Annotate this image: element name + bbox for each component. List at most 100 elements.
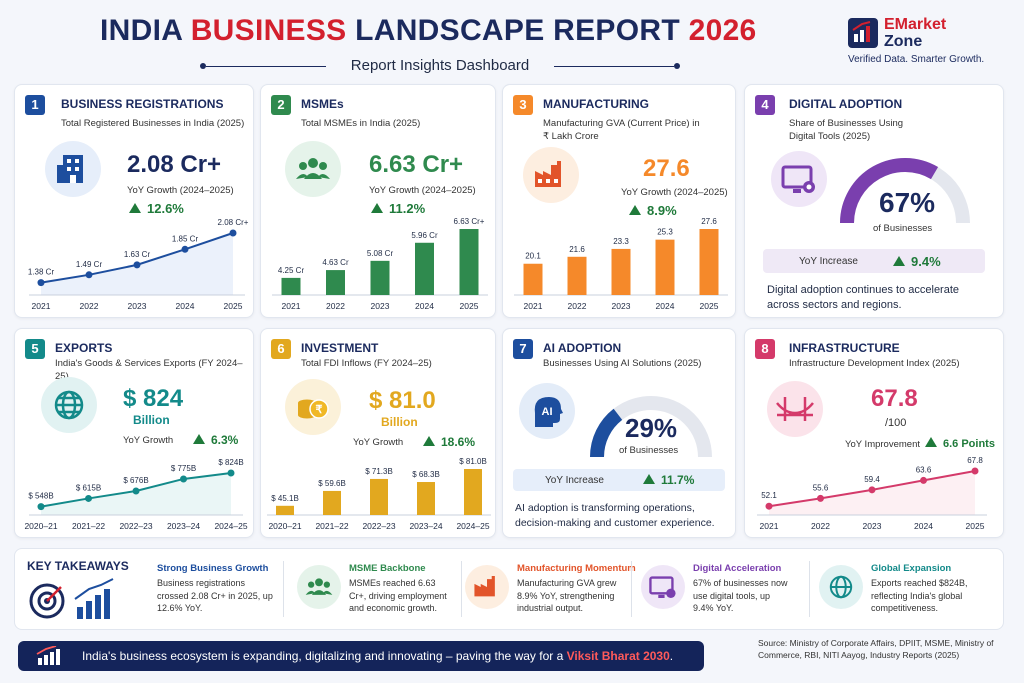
data-label: 52.1 <box>761 491 777 500</box>
up-arrow-icon <box>423 436 435 446</box>
metric-value: 6.63 Cr+ <box>369 151 464 178</box>
card-note: AI adoption is transforming operations, … <box>515 502 715 529</box>
x-tick-label: 2023–24 <box>409 521 442 531</box>
gauge-value: 67% <box>879 187 936 218</box>
divider <box>461 561 462 617</box>
increase-bar: YoY Increase 9.4% <box>763 249 985 273</box>
up-arrow-icon <box>643 474 655 484</box>
card-ai-adoption: 7 AI ADOPTION Businesses Using AI Soluti… <box>502 328 736 538</box>
takeaway-item: MSME Backbone MSMEs reached 6.63 Cr+, dr… <box>297 559 482 629</box>
title-part-3: LANDSCAPE REPORT <box>355 14 680 47</box>
up-arrow-icon <box>371 203 383 213</box>
brand-name-line-2: Zone <box>884 33 923 50</box>
card-number: 1 <box>25 95 45 115</box>
banner-tail: . <box>669 649 674 663</box>
card-title: AI ADOPTION <box>543 341 622 355</box>
page-title: INDIA BUSINESS LANDSCAPE REPORT 2026 <box>100 14 757 48</box>
data-label: 1.85 Cr <box>172 234 199 243</box>
bar <box>281 277 301 295</box>
takeaway-text: Business registrations crossed 2.08 Cr+ … <box>157 578 273 613</box>
card-title: INVESTMENT <box>301 341 379 355</box>
x-tick-label: 2023 <box>371 301 390 311</box>
increase-number: 9.4% <box>911 254 941 269</box>
x-tick-label: 2022 <box>80 301 99 311</box>
data-label: $ 45.1B <box>271 494 299 503</box>
x-tick-label: 2025 <box>224 301 243 311</box>
card-subtitle: Total MSMEs in India (2025) <box>301 118 421 129</box>
x-tick-label: 2023 <box>612 301 631 311</box>
x-tick-label: 2024 <box>176 301 195 311</box>
data-label: $ 676B <box>123 476 148 485</box>
data-point <box>817 494 824 502</box>
data-label: 55.6 <box>813 483 829 492</box>
data-label: 5.08 Cr <box>367 249 394 258</box>
gauge-value: 29% <box>625 413 678 443</box>
x-tick-label: 2022 <box>326 301 345 311</box>
x-tick-label: 2021 <box>32 301 51 311</box>
card-title: BUSINESS REGISTRATIONS <box>61 97 224 111</box>
data-point <box>85 494 92 502</box>
x-tick-label: 2022–23 <box>119 521 152 531</box>
ai-head-icon: AI <box>519 383 575 439</box>
globe-icon <box>819 565 863 609</box>
metric-value: 27.6 <box>643 155 690 182</box>
svg-text:AI: AI <box>542 406 553 418</box>
takeaway-title: Manufacturing Momentum <box>517 563 636 574</box>
x-tick-label: 2023 <box>863 521 882 531</box>
growth-number: 11.2% <box>389 201 426 216</box>
x-tick-label: 2024 <box>415 301 434 311</box>
card-title: MANUFACTURING <box>543 97 649 111</box>
card-infrastructure: 8 INFRASTRUCTURE Infrastructure Developm… <box>744 328 1004 538</box>
key-takeaways: KEY TAKEAWAYS Strong Business Growth Bus… <box>14 548 1004 630</box>
up-arrow-icon <box>925 437 937 447</box>
card-subtitle: Total FDI Inflows (FY 2024–25) <box>301 358 432 369</box>
factory-icon <box>465 565 509 609</box>
data-label: $ 81.0B <box>459 457 487 466</box>
x-tick-label: 2025 <box>966 521 985 531</box>
data-point <box>85 271 93 279</box>
data-label: 4.63 Cr <box>322 258 349 267</box>
growth-number: 12.6% <box>147 201 184 216</box>
metric-unit: /100 <box>885 417 907 429</box>
bar <box>655 239 675 295</box>
card-manufacturing: 3 MANUFACTURING Manufacturing GVA (Curre… <box>502 84 736 318</box>
header: INDIA BUSINESS LANDSCAPE REPORT 2026 Rep… <box>0 0 1024 82</box>
title-part-1: INDIA <box>100 14 183 47</box>
card-note: Digital adoption continues to accelerate… <box>767 284 960 311</box>
up-arrow-icon <box>893 256 905 266</box>
data-label: 23.3 <box>613 237 629 246</box>
factory-icon <box>523 147 579 203</box>
bar <box>323 490 341 515</box>
growth-value: 11.2% <box>371 201 425 216</box>
card-subtitle: Total Registered Businesses in India (20… <box>61 118 245 129</box>
chart-manufacturing: 20.1 2021 21.6 2022 23.3 2023 25.3 2024 27.6 2025 <box>514 217 728 311</box>
bar <box>611 248 631 295</box>
data-label: 27.6 <box>701 217 717 226</box>
growth-value: 12.6% <box>129 201 184 216</box>
data-point <box>37 503 45 511</box>
x-tick-label: 2025 <box>460 301 479 311</box>
brand-tagline: Verified Data. Smarter Growth. <box>848 54 985 65</box>
card-title: INFRASTRUCTURE <box>789 341 900 355</box>
data-point <box>227 469 235 477</box>
card-number: 6 <box>271 339 291 359</box>
growth-number: 8.9% <box>647 203 677 218</box>
banner-text: India's business ecosystem is expanding,… <box>82 649 673 663</box>
takeaway-text: Exports reached $824B, reflecting India'… <box>871 578 968 613</box>
banner-main-text: India's business ecosystem is expanding,… <box>82 649 564 663</box>
metric-value: $ 81.0 <box>369 387 436 414</box>
growth-value: 6.6 Points <box>925 437 995 450</box>
data-label: 4.25 Cr <box>278 266 305 275</box>
card-subtitle: Manufacturing GVA (Current Price) in ₹ L… <box>543 118 700 142</box>
data-point <box>920 476 927 484</box>
card-investment: 6 INVESTMENT Total FDI Inflows (FY 2024–… <box>260 328 496 538</box>
x-tick-label: 2021 <box>524 301 543 311</box>
key-takeaways-title: KEY TAKEAWAYS <box>27 559 129 573</box>
x-tick-label: 2021–22 <box>315 521 348 531</box>
data-label: $ 59.6B <box>318 479 346 488</box>
bar <box>276 505 294 515</box>
monitor-gear-icon <box>771 151 827 207</box>
up-arrow-icon <box>629 205 641 215</box>
increase-value: 11.7% <box>643 473 694 487</box>
takeaway-title: Global Expansion <box>871 563 952 574</box>
